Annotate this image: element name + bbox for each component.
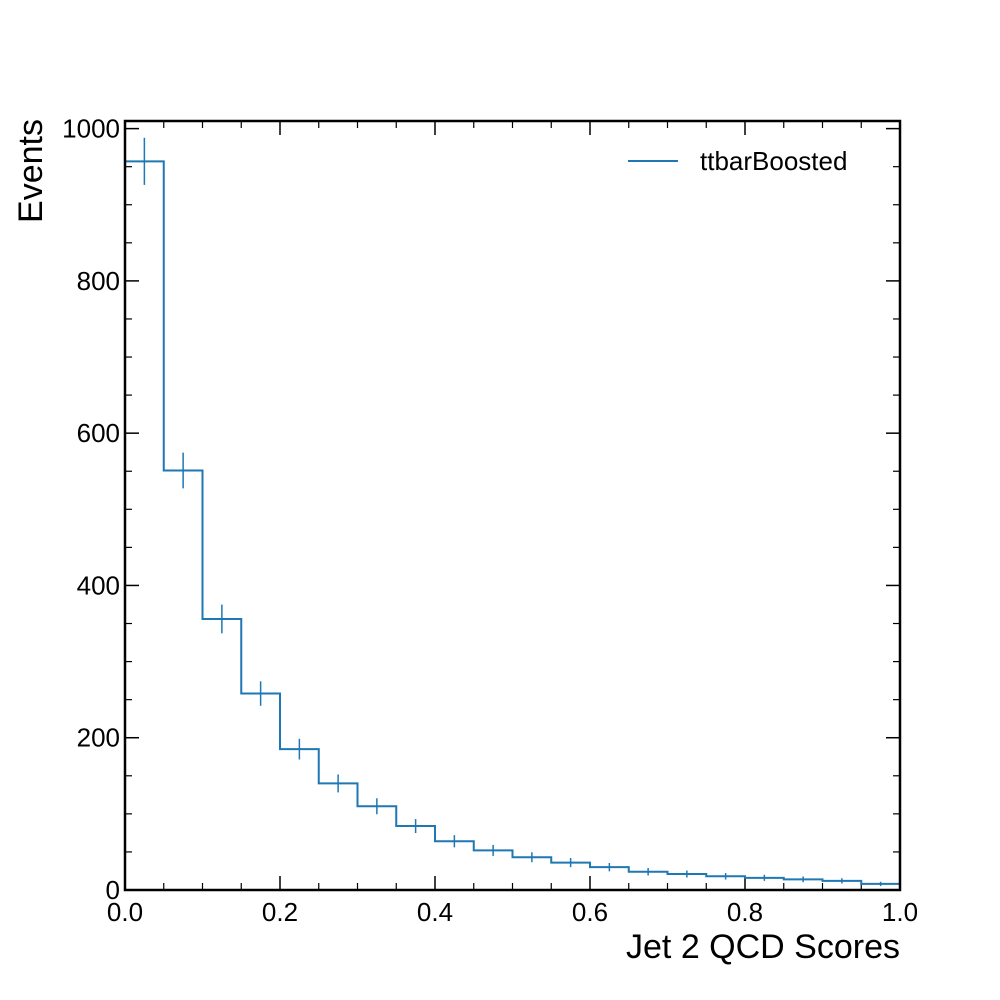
y-tick-label: 200	[77, 723, 120, 753]
y-tick-label: 800	[77, 266, 120, 296]
x-tick-label: 0.2	[262, 897, 298, 927]
x-tick-label: 0.8	[727, 897, 763, 927]
series-layer	[125, 137, 900, 887]
x-axis-label: Jet 2 QCD Scores	[626, 928, 900, 966]
x-tick-label: 0.0	[107, 897, 143, 927]
y-tick-label: 1000	[62, 114, 120, 144]
legend: ttbarBoosted	[628, 146, 847, 176]
y-tick-label: 600	[77, 418, 120, 448]
plot-frame	[123, 119, 902, 892]
y-tick-label: 400	[77, 570, 120, 600]
tick-marks	[124, 121, 901, 891]
tick-labels: 0.0 0.2 0.4 0.6 0.8 1.0 0 200 400 600 800 1000	[62, 114, 918, 927]
x-tick-label: 0.4	[417, 897, 453, 927]
x-tick-label: 0.6	[572, 897, 608, 927]
legend-label: ttbarBoosted	[700, 146, 847, 176]
x-tick-label: 1.0	[882, 897, 918, 927]
y-tick-label: 0	[106, 875, 120, 905]
y-axis-label: Events	[12, 119, 50, 223]
series-step-line	[125, 160, 900, 885]
